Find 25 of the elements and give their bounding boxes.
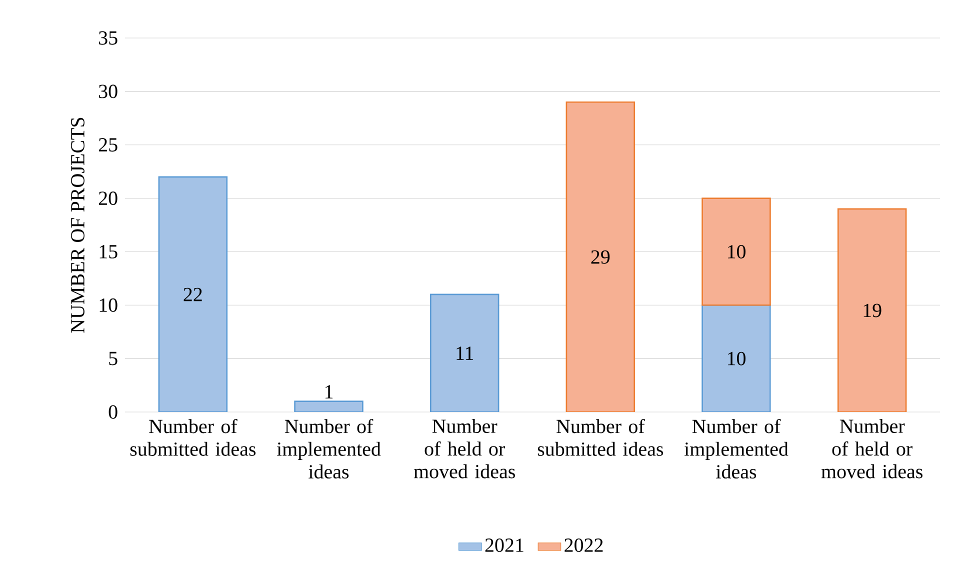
- data-label: 10: [728, 352, 746, 366]
- bar: [702, 198, 771, 306]
- legend-label: 2021: [485, 538, 524, 552]
- x-tick-label: Number of implemented ideas: [276, 418, 381, 479]
- data-label: 11: [456, 346, 474, 360]
- y-tick-label: 30: [99, 84, 118, 98]
- y-tick-label: 10: [100, 298, 118, 312]
- data-label: 10: [728, 244, 746, 258]
- y-tick-label: 0: [108, 405, 118, 419]
- y-tick-label: 5: [109, 352, 118, 366]
- y-axis-title: NUMBER OF PROJECTS: [71, 118, 84, 333]
- legend-label: 2022: [564, 538, 603, 552]
- x-tick-label: Number of submitted ideas: [538, 418, 664, 456]
- y-tick-label: 25: [98, 138, 118, 152]
- x-tick-label: Number of held or moved ideas: [821, 418, 922, 478]
- x-tick-label: Number of implemented ideas: [684, 418, 788, 479]
- data-label: 22: [184, 288, 202, 302]
- y-tick-label: 20: [98, 192, 118, 206]
- y-tick-label: 35: [99, 31, 118, 45]
- y-tick-label: 15: [100, 245, 118, 258]
- data-label: 1: [326, 385, 333, 398]
- x-tick-label: Number of held or moved ideas: [414, 418, 515, 478]
- data-label: 29: [591, 250, 610, 264]
- data-label: 19: [864, 304, 882, 318]
- x-tick-label: Number of submitted ideas: [130, 418, 256, 456]
